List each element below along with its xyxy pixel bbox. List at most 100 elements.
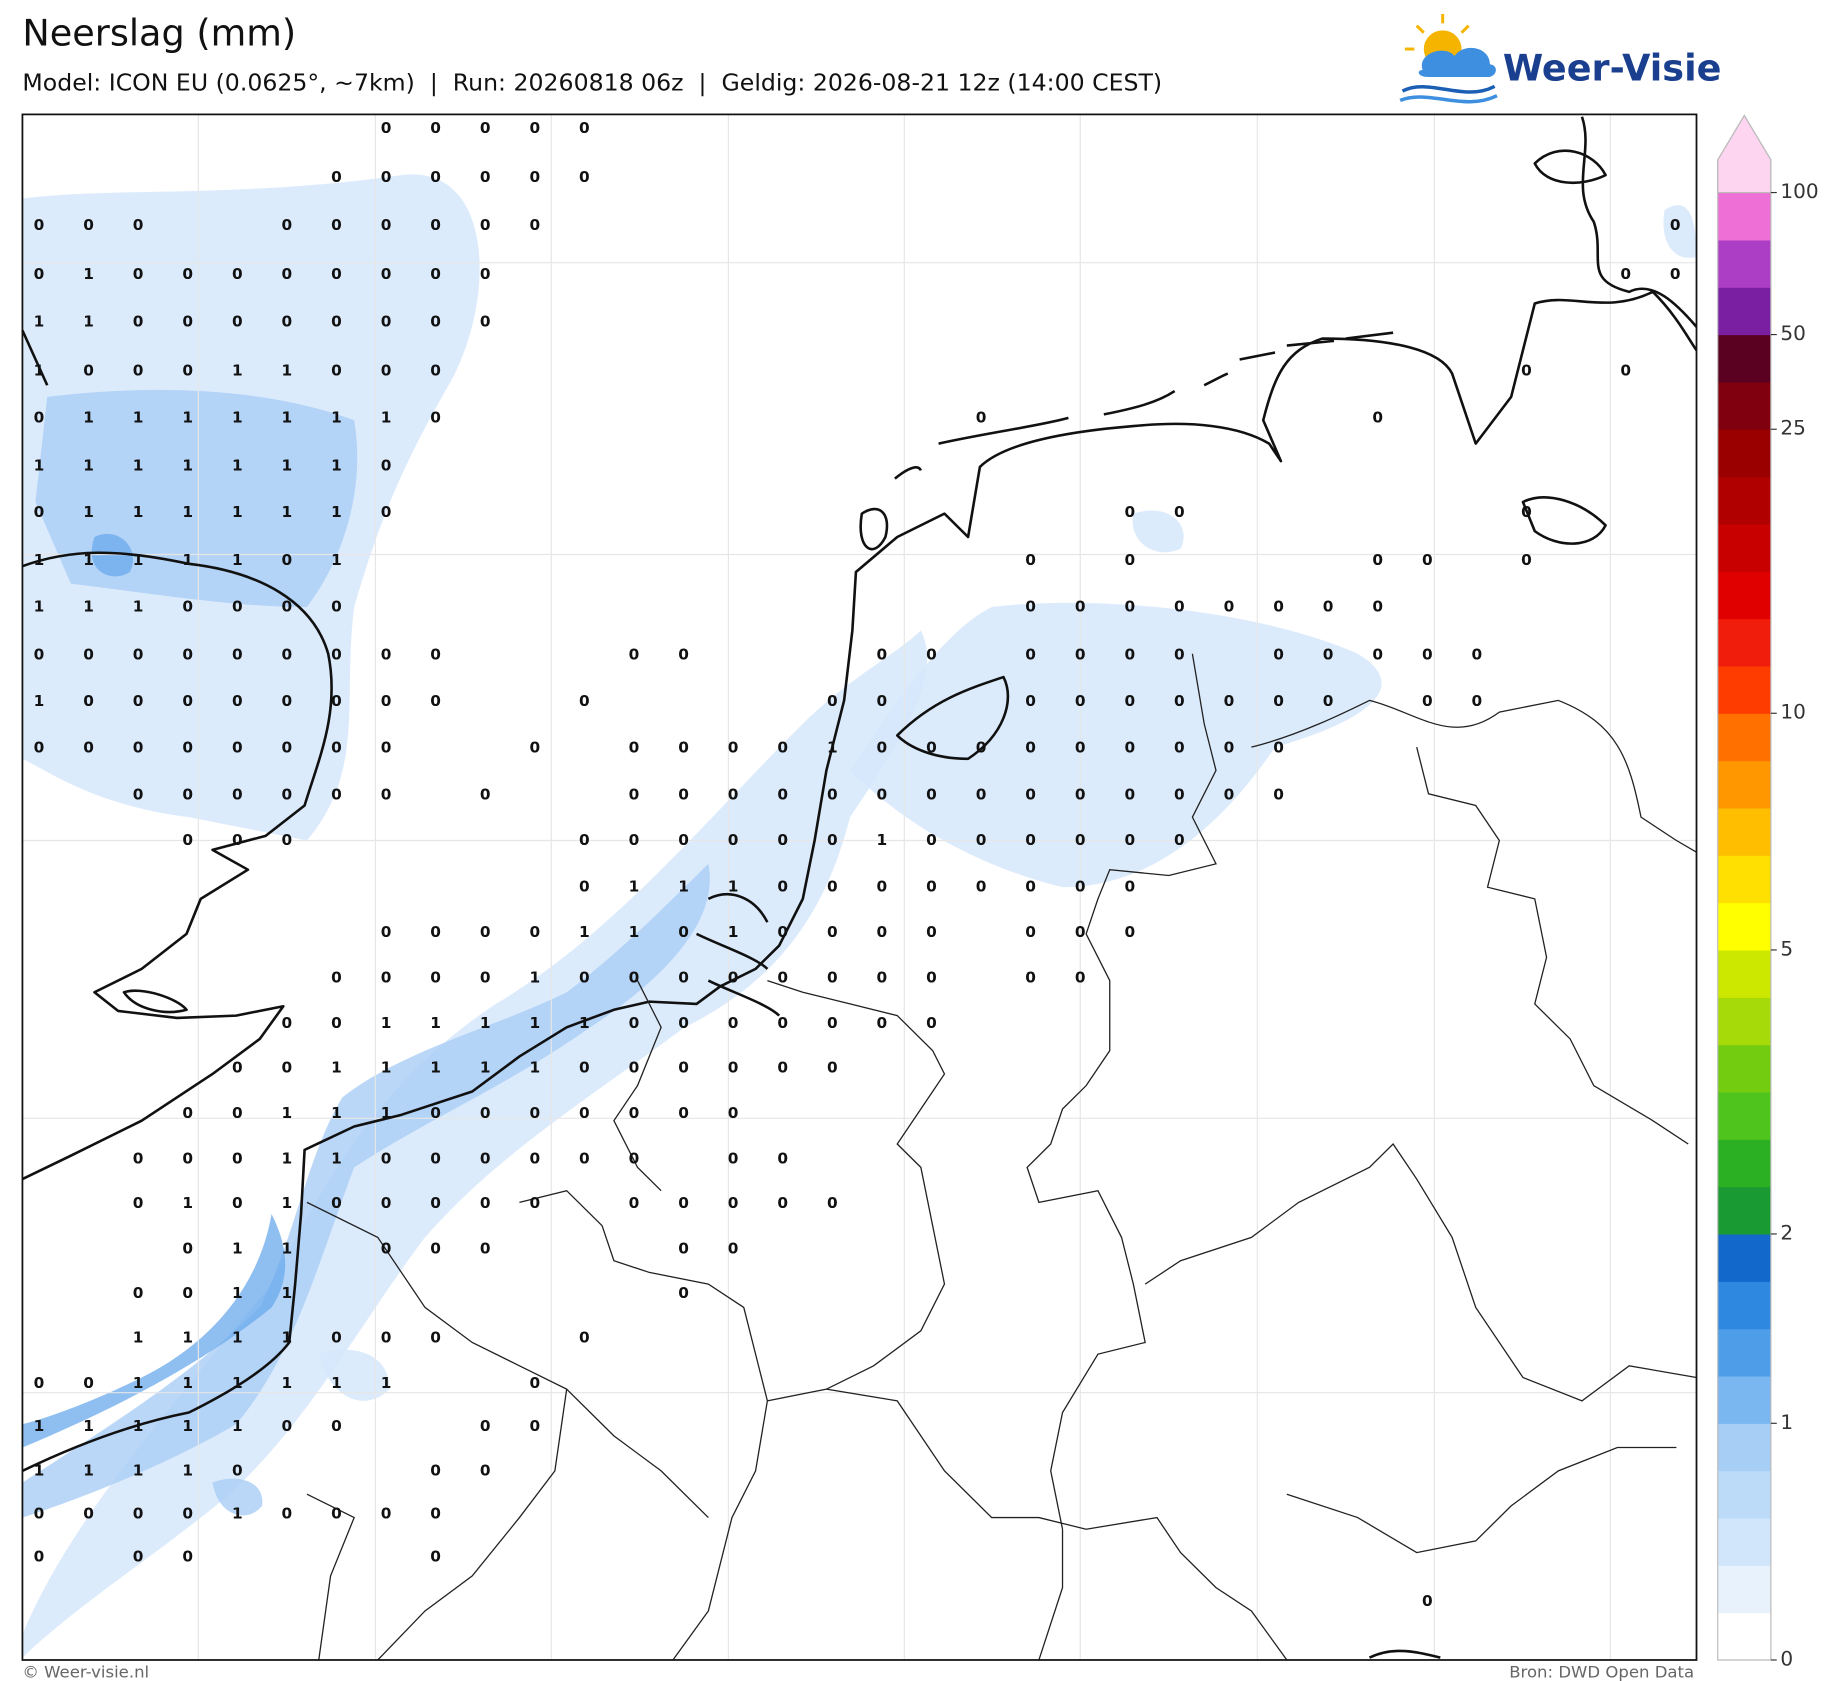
graticule: [22, 114, 1697, 1660]
precip-value: 0: [282, 786, 293, 804]
precip-value: 0: [182, 362, 193, 380]
precip-value: 0: [1075, 692, 1086, 710]
precip-value: 0: [1174, 598, 1185, 616]
precip-value: 0: [777, 878, 788, 896]
precip-value: 0: [728, 1194, 739, 1212]
precip-value: 1: [480, 1059, 491, 1077]
precip-value: 0: [480, 1240, 491, 1258]
precip-value: 0: [430, 265, 441, 283]
precip-value: 0: [282, 692, 293, 710]
precip-value: 0: [83, 645, 94, 663]
precip-value: 0: [133, 739, 144, 757]
precip-value: 1: [381, 1104, 392, 1122]
precip-value: 0: [728, 1104, 739, 1122]
precip-value: 1: [34, 313, 45, 331]
precip-value: 0: [282, 265, 293, 283]
precip-value: 1: [182, 456, 193, 474]
precip-value: 0: [381, 923, 392, 941]
precip-value: 0: [182, 692, 193, 710]
precip-value: 0: [1670, 265, 1681, 283]
precip-value: 0: [133, 265, 144, 283]
precip-value: 0: [529, 119, 540, 137]
precip-value: 0: [182, 1240, 193, 1258]
precip-value: 0: [1273, 786, 1284, 804]
precip-value: 0: [34, 645, 45, 663]
precip-value: 1: [182, 1328, 193, 1346]
precip-value: 0: [1124, 645, 1135, 663]
precip-value: 1: [182, 1194, 193, 1212]
precip-value: 0: [232, 1461, 243, 1479]
precip-value: 1: [529, 1059, 540, 1077]
precip-value: 0: [1075, 786, 1086, 804]
precip-value: 1: [83, 598, 94, 616]
precip-value: 0: [1174, 503, 1185, 521]
precip-value: 1: [83, 456, 94, 474]
colorbar-swatch: [1717, 1281, 1771, 1330]
precip-value: 0: [728, 739, 739, 757]
precip-value: 1: [430, 1059, 441, 1077]
precip-value: 1: [579, 923, 590, 941]
precip-value: 0: [877, 786, 888, 804]
precip-value: 0: [480, 313, 491, 331]
colorbar-swatch: [1717, 1375, 1771, 1424]
precip-value: 0: [777, 969, 788, 987]
precip-value: 0: [827, 878, 838, 896]
precip-value: 0: [529, 216, 540, 234]
precip-value: 0: [381, 692, 392, 710]
precip-value: 0: [133, 313, 144, 331]
precip-value: 0: [529, 1104, 540, 1122]
subtitle: Model: ICON EU (0.0625°, ~7km) | Run: 20…: [22, 69, 1162, 97]
precip-value: 0: [1025, 551, 1036, 569]
precip-value: 0: [430, 1194, 441, 1212]
precip-value: 1: [232, 456, 243, 474]
precip-value: 1: [83, 408, 94, 426]
precip-value: 0: [579, 831, 590, 849]
precip-value: 0: [381, 168, 392, 186]
precip-value: 0: [381, 1240, 392, 1258]
precip-value: 0: [777, 1150, 788, 1168]
precip-value: 0: [877, 739, 888, 757]
precip-value: 0: [926, 878, 937, 896]
precip-value: 0: [430, 313, 441, 331]
precip-value: 0: [133, 1548, 144, 1566]
precip-value: 0: [1124, 786, 1135, 804]
precip-value: 0: [232, 1150, 243, 1168]
precip-value: 1: [83, 1417, 94, 1435]
precip-value: 1: [182, 408, 193, 426]
colorbar-swatch: [1717, 476, 1771, 525]
precip-value: 0: [232, 1194, 243, 1212]
precip-value: 0: [34, 408, 45, 426]
precip-value: 0: [331, 969, 342, 987]
precip-value: 0: [331, 313, 342, 331]
precip-value: 1: [282, 1240, 293, 1258]
footer-source: Bron: DWD Open Data: [1509, 1662, 1694, 1681]
logo-text: Weer-Visie: [1503, 47, 1722, 90]
precip-value: 0: [926, 739, 937, 757]
precip-value: 0: [976, 739, 987, 757]
colorbar-swatch: [1717, 192, 1771, 241]
precip-value: 0: [430, 1150, 441, 1168]
borders: [306, 653, 1697, 1661]
precip-value: 1: [678, 878, 689, 896]
precip-value: 1: [529, 1014, 540, 1032]
precip-value: 0: [430, 1461, 441, 1479]
precip-value: 0: [1372, 408, 1383, 426]
precip-value: 0: [678, 831, 689, 849]
precip-value: 1: [331, 551, 342, 569]
precip-value: 0: [232, 739, 243, 757]
precip-value: 1: [133, 1461, 144, 1479]
precip-value: 1: [282, 408, 293, 426]
precip-value: 0: [133, 786, 144, 804]
precip-value: 1: [34, 551, 45, 569]
precip-value: 0: [430, 1548, 441, 1566]
precip-value: 0: [133, 1150, 144, 1168]
precip-value: 0: [728, 786, 739, 804]
precip-value: 0: [728, 1059, 739, 1077]
precip-value: 0: [877, 923, 888, 941]
precip-value: 0: [331, 168, 342, 186]
precip-value: 0: [678, 1194, 689, 1212]
precip-value: 0: [34, 739, 45, 757]
precip-value: 0: [282, 1505, 293, 1523]
